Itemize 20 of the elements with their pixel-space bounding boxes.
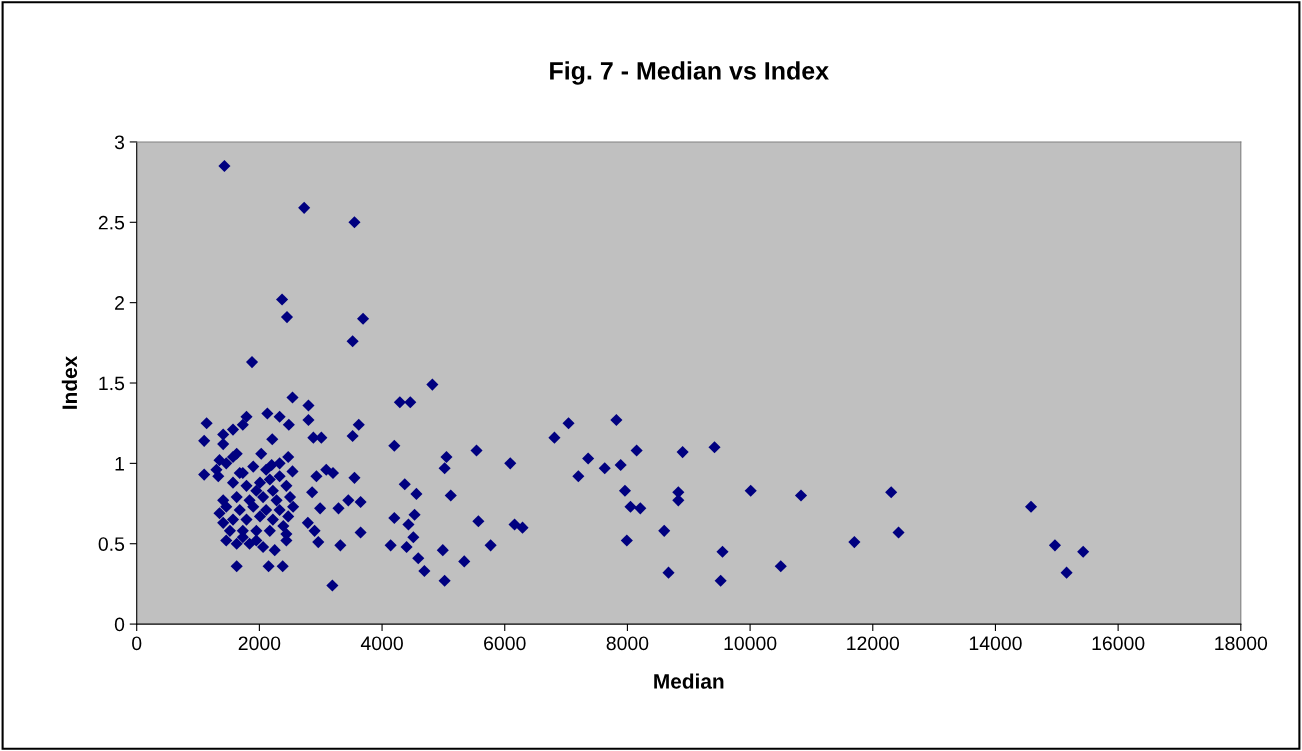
y-tick-label: 2 xyxy=(115,296,124,310)
x-tick-label: 18000 xyxy=(1215,636,1268,651)
y-axis-title: Index xyxy=(61,355,78,409)
x-tick-label: 16000 xyxy=(1092,636,1145,651)
x-tick-label: 6000 xyxy=(484,636,526,651)
chart-title: Fig. 7 - Median vs Index xyxy=(550,61,829,85)
y-tick-label: 1.5 xyxy=(99,376,125,391)
x-tick-label: 12000 xyxy=(847,636,900,651)
y-tick-label: 1 xyxy=(115,457,124,471)
y-tick-label: 3 xyxy=(114,135,125,150)
x-tick-label: 8000 xyxy=(606,636,649,651)
x-tick-label: 2000 xyxy=(238,636,281,651)
y-tick-label: 0.5 xyxy=(98,537,125,551)
x-tick-label: 14000 xyxy=(969,636,1022,651)
x-tick-label: 4000 xyxy=(360,636,403,651)
x-axis-title: Median xyxy=(654,673,724,689)
y-tick-label: 0 xyxy=(114,617,125,632)
x-tick-label: 0 xyxy=(132,636,142,651)
y-tick-label: 2.5 xyxy=(98,215,125,230)
x-tick-label: 10000 xyxy=(724,636,777,651)
